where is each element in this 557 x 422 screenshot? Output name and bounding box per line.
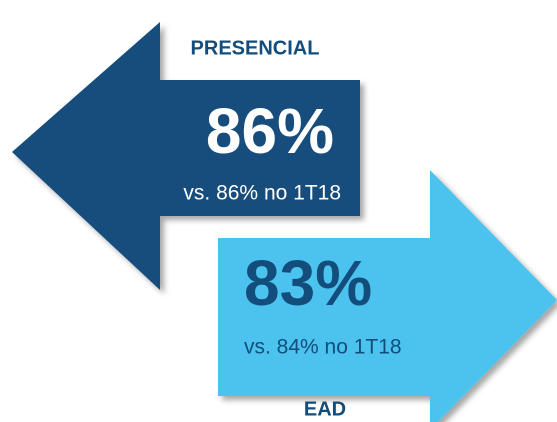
ead-comparison: vs. 84% no 1T18 bbox=[244, 336, 402, 359]
left-arrow bbox=[12, 22, 360, 290]
ead-value: 83% bbox=[244, 247, 372, 319]
presencial-value: 86% bbox=[206, 95, 334, 167]
ead-label: EAD bbox=[304, 398, 346, 420]
presencial-comparison: vs. 86% no 1T18 bbox=[183, 182, 341, 205]
presencial-label: PRESENCIAL bbox=[191, 37, 320, 59]
right-arrow bbox=[218, 170, 557, 422]
